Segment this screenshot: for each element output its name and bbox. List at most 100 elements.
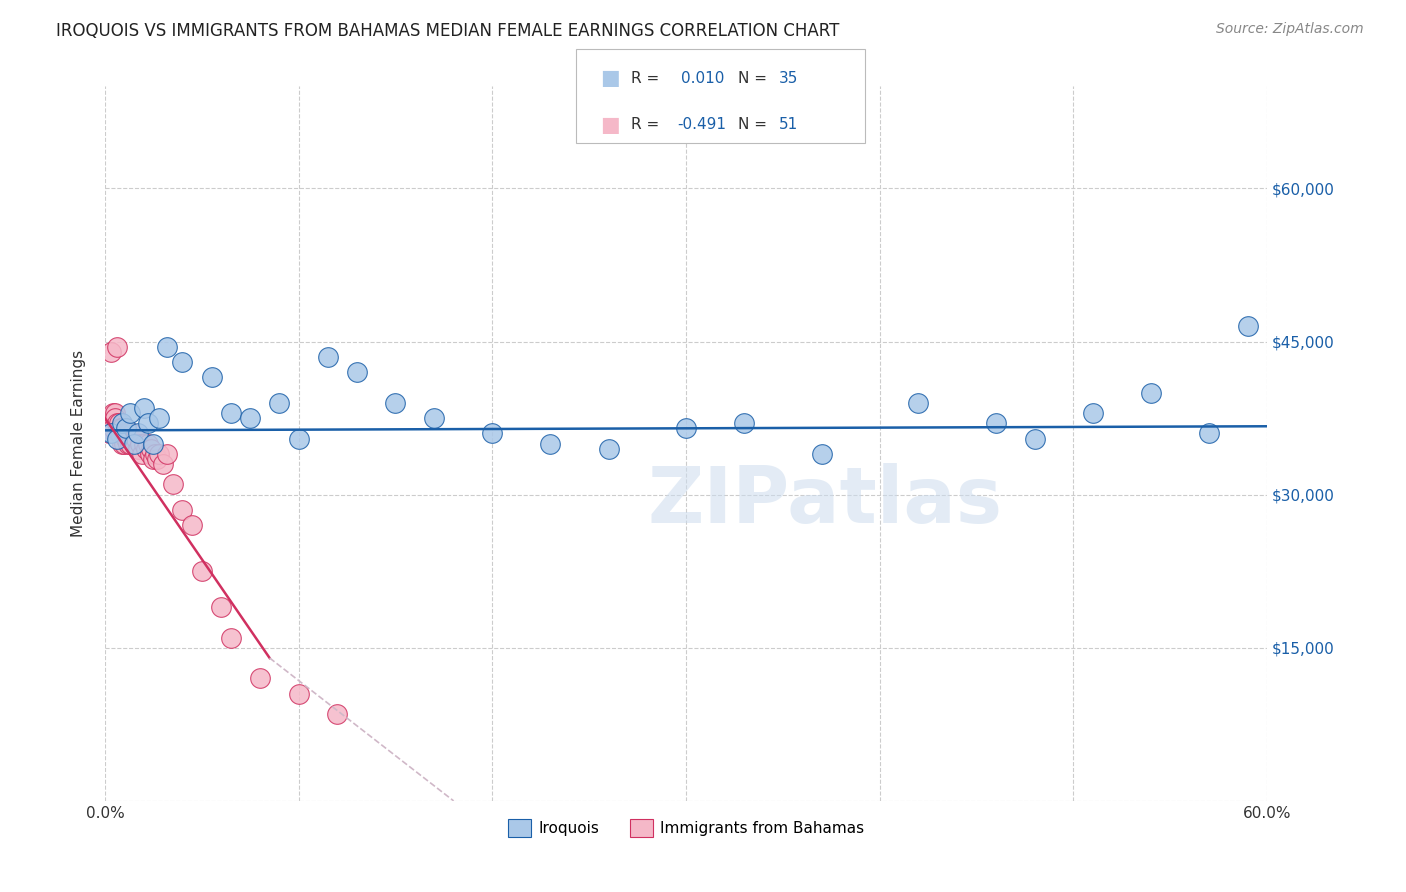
Point [125, 432, 148, 446]
Point [1236, 319, 1258, 334]
Point [105, 432, 128, 446]
Point [269, 396, 291, 410]
Point [907, 396, 929, 410]
Text: 51: 51 [779, 118, 799, 132]
Point [110, 421, 132, 435]
Point [326, 707, 349, 722]
Text: IROQUOIS VS IMMIGRANTS FROM BAHAMAS MEDIAN FEMALE EARNINGS CORRELATION CHART: IROQUOIS VS IMMIGRANTS FROM BAHAMAS MEDI… [56, 22, 839, 40]
Text: ■: ■ [600, 69, 620, 88]
Text: N =: N = [738, 118, 772, 132]
Point [316, 350, 339, 364]
Point [172, 355, 194, 369]
Point [120, 406, 142, 420]
Point [538, 436, 561, 450]
Point [287, 687, 309, 701]
Point [107, 426, 129, 441]
Point [148, 447, 170, 461]
Point [115, 426, 138, 441]
Point [112, 436, 135, 450]
Legend: Iroquois, Immigrants from Bahamas: Iroquois, Immigrants from Bahamas [502, 813, 870, 843]
Point [132, 401, 155, 415]
Point [810, 447, 832, 461]
Point [156, 447, 179, 461]
Point [101, 421, 124, 435]
Point [191, 564, 214, 578]
Text: -0.491: -0.491 [678, 118, 727, 132]
Point [249, 672, 271, 686]
Point [200, 370, 222, 384]
Point [120, 432, 142, 446]
Point [127, 442, 149, 456]
Point [105, 416, 128, 430]
Point [142, 436, 165, 450]
Point [209, 599, 232, 614]
Point [136, 436, 159, 450]
Point [111, 416, 134, 430]
Point [100, 416, 122, 430]
Point [1140, 385, 1163, 400]
Point [100, 344, 122, 359]
Point [138, 447, 160, 461]
Point [481, 426, 503, 441]
Point [115, 432, 138, 446]
Point [96, 421, 118, 435]
Point [1081, 406, 1104, 420]
Point [152, 457, 174, 471]
Point [136, 416, 159, 430]
Point [122, 432, 145, 446]
Point [423, 411, 446, 425]
Point [111, 421, 134, 435]
Point [141, 442, 163, 456]
Point [675, 421, 697, 435]
Point [104, 411, 127, 425]
Point [104, 406, 127, 420]
Point [107, 416, 129, 430]
Point [219, 631, 242, 645]
Point [120, 436, 142, 450]
Point [105, 340, 128, 354]
Point [346, 365, 368, 379]
Point [135, 442, 157, 456]
Point [111, 436, 134, 450]
Point [239, 411, 262, 425]
Point [132, 436, 155, 450]
Text: R =: R = [631, 118, 665, 132]
Text: R =: R = [631, 71, 665, 86]
Point [122, 436, 145, 450]
Point [131, 447, 153, 461]
Point [1024, 432, 1046, 446]
Point [219, 406, 242, 420]
Point [287, 432, 309, 446]
Point [384, 396, 406, 410]
Point [117, 436, 139, 450]
Point [733, 416, 755, 430]
Point [110, 426, 132, 441]
Point [598, 442, 620, 456]
Text: ■: ■ [600, 115, 620, 135]
Point [1198, 426, 1220, 441]
Point [156, 340, 179, 354]
Point [115, 421, 138, 435]
Text: N =: N = [738, 71, 772, 86]
Text: ZIPatlas: ZIPatlas [648, 463, 1002, 539]
Text: 35: 35 [779, 71, 799, 86]
Y-axis label: Median Female Earnings: Median Female Earnings [72, 350, 86, 537]
Point [148, 411, 170, 425]
Point [117, 426, 139, 441]
Point [97, 426, 120, 441]
Point [142, 451, 165, 466]
Point [146, 451, 169, 466]
Point [121, 426, 143, 441]
Point [112, 426, 135, 441]
Point [127, 426, 149, 441]
Point [128, 436, 150, 450]
Point [162, 477, 184, 491]
Point [100, 426, 122, 441]
Point [122, 436, 145, 450]
Point [143, 447, 166, 461]
Point [172, 503, 194, 517]
Point [181, 518, 204, 533]
Text: 0.010: 0.010 [681, 71, 724, 86]
Text: Source: ZipAtlas.com: Source: ZipAtlas.com [1216, 22, 1364, 37]
Point [984, 416, 1007, 430]
